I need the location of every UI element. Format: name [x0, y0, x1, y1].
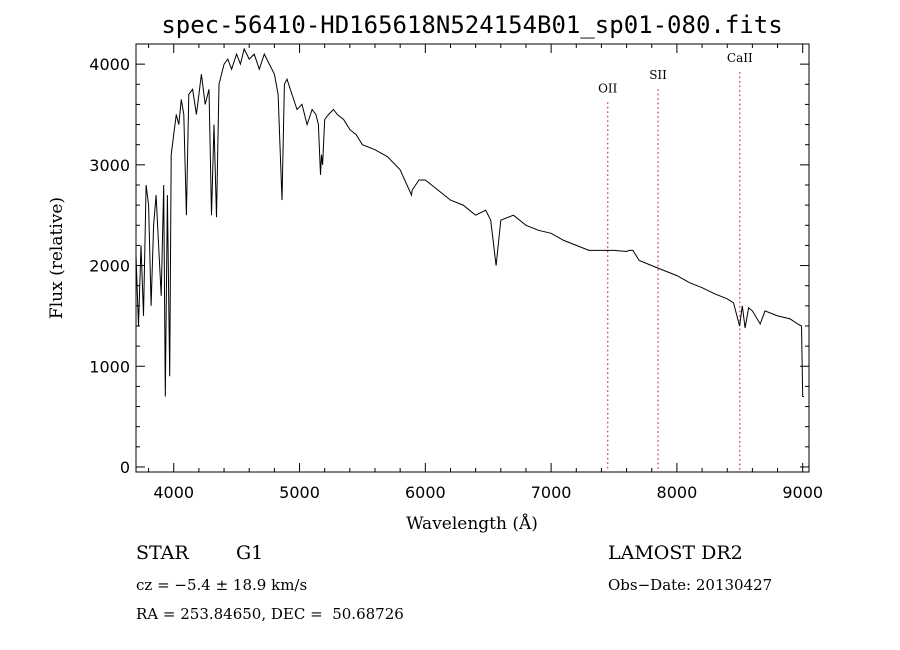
chart-title: spec-56410-HD165618N524154B01_sp01-080.f… [161, 11, 782, 39]
y-tick-label: 1000 [89, 357, 130, 376]
y-axis-label: Flux (relative) [47, 197, 67, 319]
x-tick-label: 9000 [782, 483, 823, 502]
annotation-label: CaII [727, 51, 753, 65]
subclass: G1 [236, 542, 264, 564]
x-tick-label: 7000 [531, 483, 572, 502]
y-tick-label: 2000 [89, 257, 130, 276]
annotation-label: SII [649, 68, 667, 82]
x-tick-label: 5000 [279, 483, 320, 502]
x-axis-label: Wavelength (Å) [406, 513, 538, 534]
x-tick-label: 8000 [657, 483, 698, 502]
y-tick-label: 0 [120, 458, 130, 477]
redshift-cz: cz = −5.4 ± 18.9 km/s [136, 576, 308, 594]
x-tick-label: 6000 [405, 483, 446, 502]
object-type: STAR [136, 542, 189, 564]
x-tick-label: 4000 [153, 483, 194, 502]
plot-frame [135, 43, 810, 473]
obs-date: Obs−Date: 20130427 [608, 576, 773, 594]
survey-label: LAMOST DR2 [608, 542, 743, 564]
y-tick-label: 3000 [89, 156, 130, 175]
coordinates: RA = 253.84650, DEC = 50.68726 [136, 605, 404, 623]
y-tick-label: 4000 [89, 55, 130, 74]
annotation-label: OII [598, 81, 618, 95]
spectrum-line [135, 47, 804, 397]
